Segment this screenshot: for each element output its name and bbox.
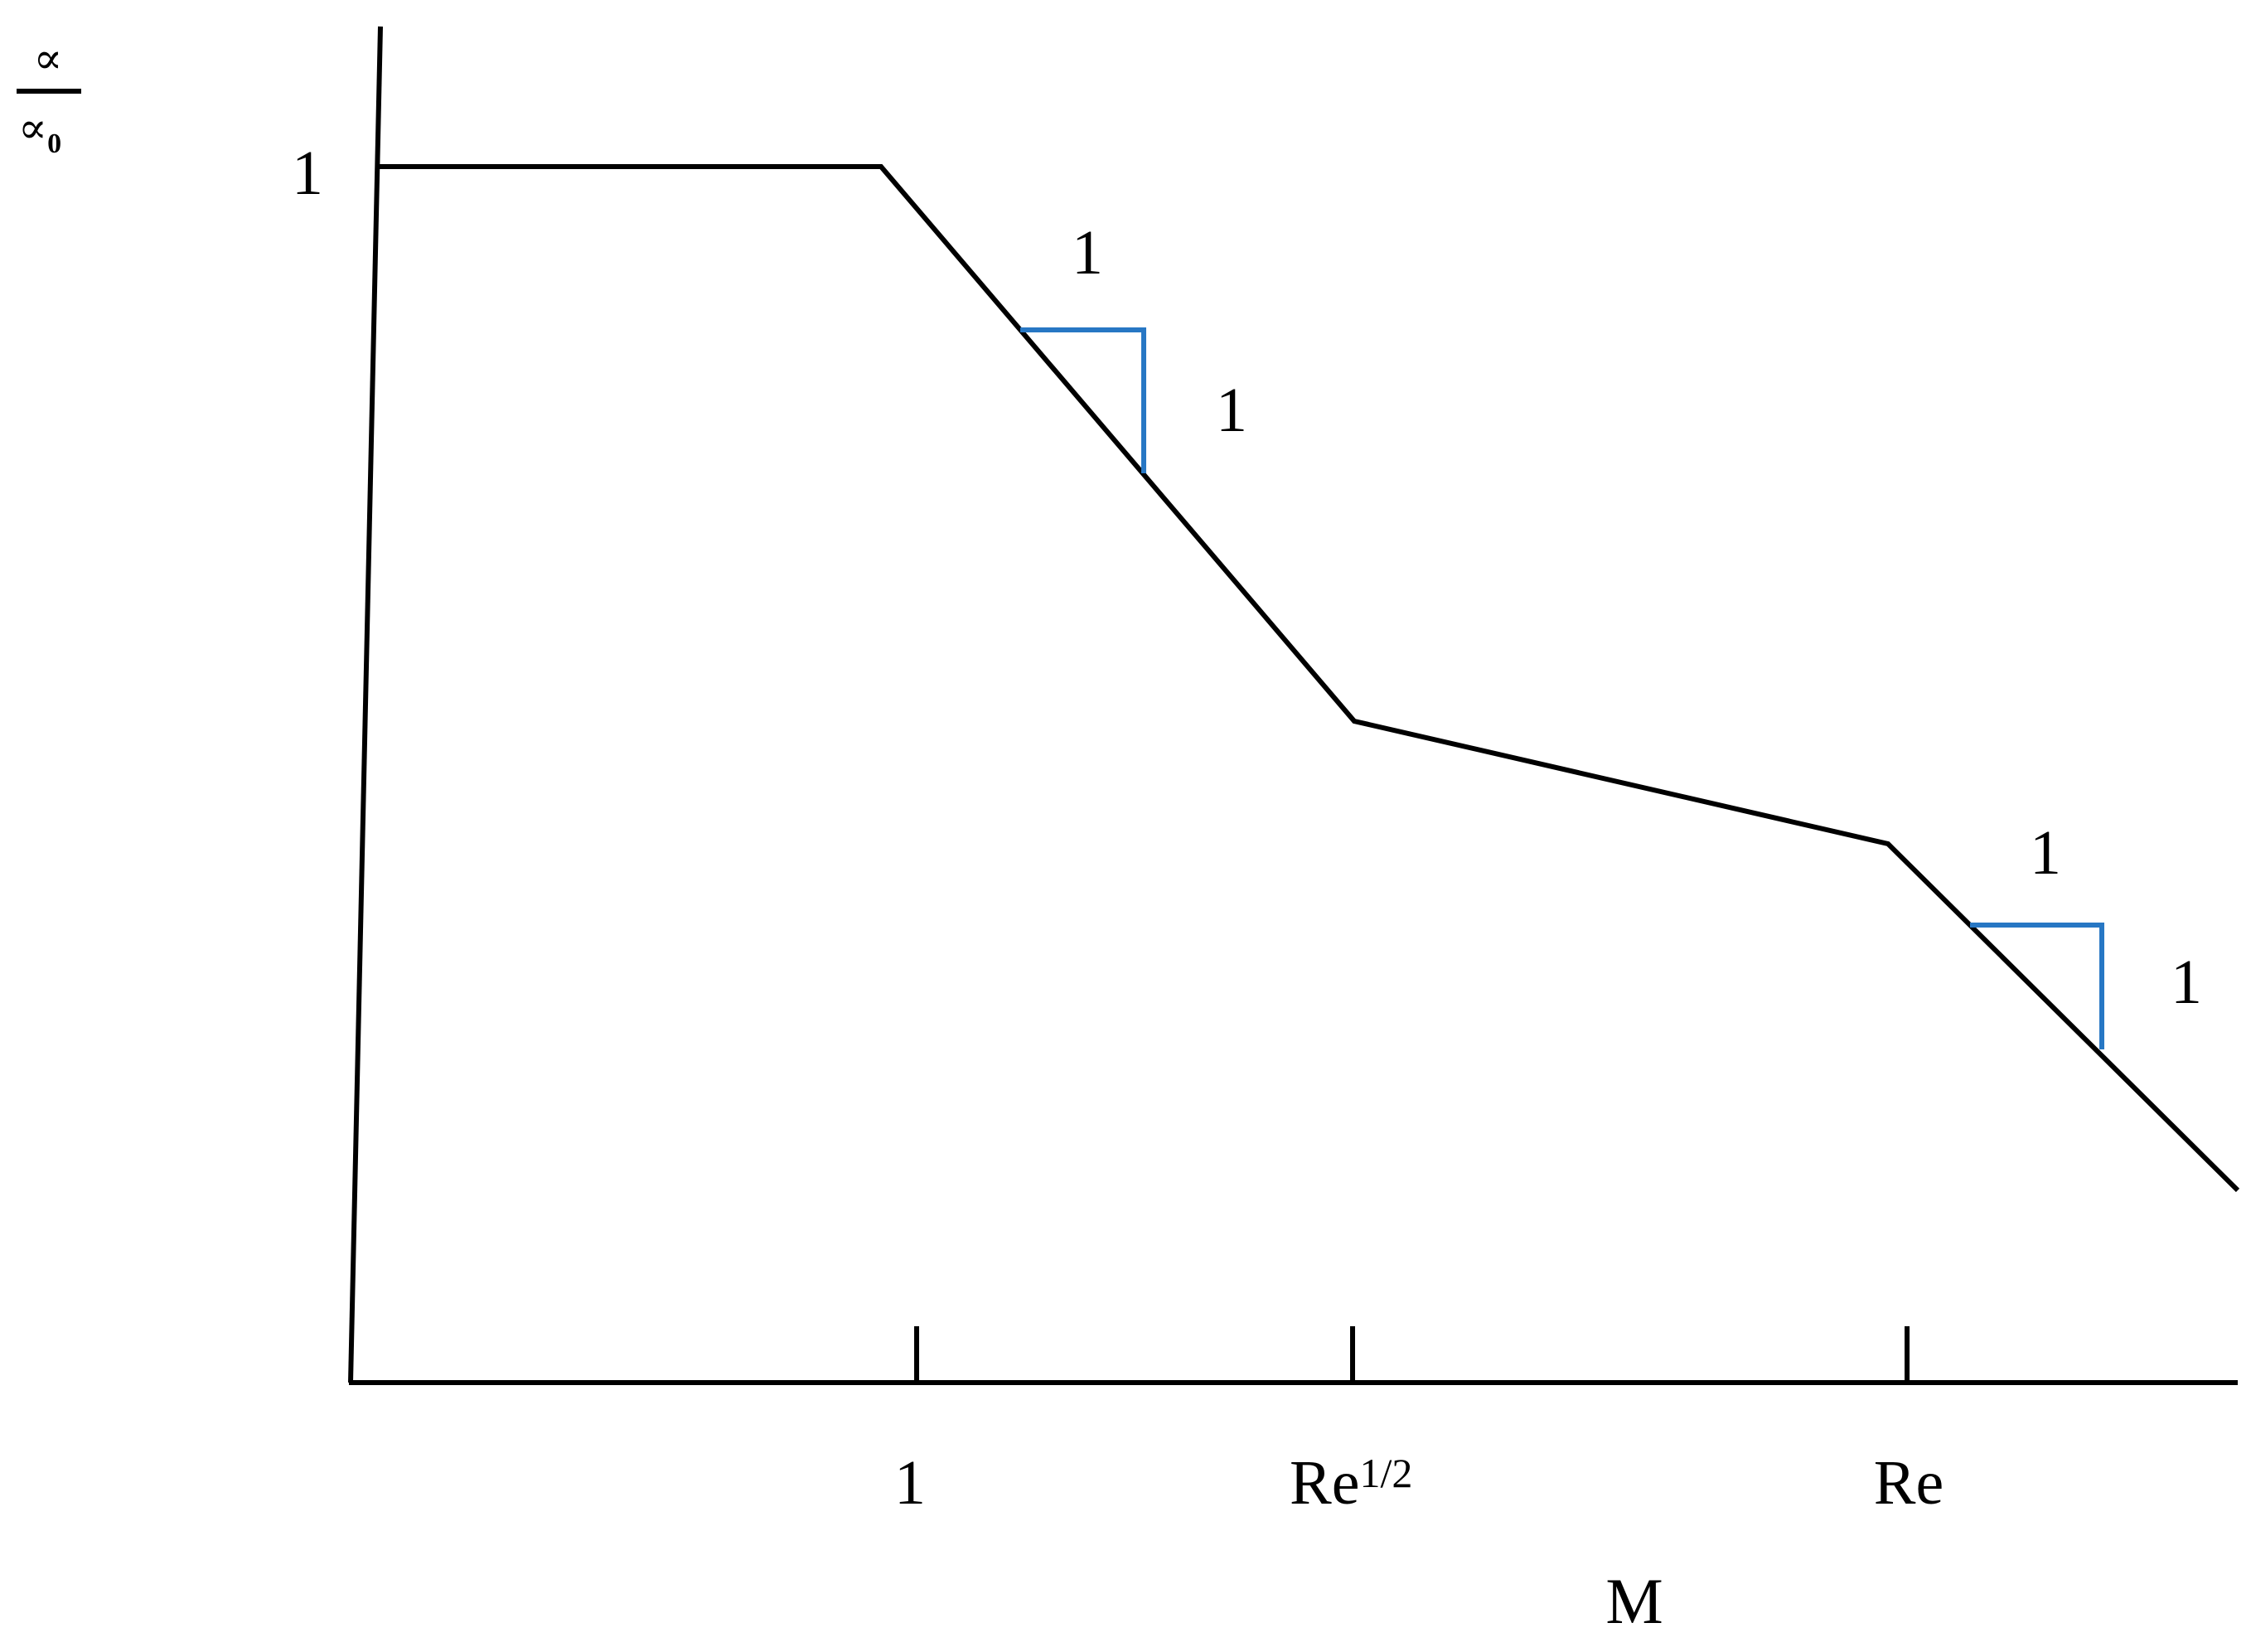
slope-triangle-2: 1 1 — [1970, 818, 2202, 1049]
x-tick-label-1: 1 — [894, 1448, 926, 1518]
y-axis-label: ∝ ∝0 — [17, 36, 81, 159]
slope-triangle-1-lines — [1020, 327, 1146, 473]
slope-triangle-1-run-label: 1 — [1072, 218, 1103, 288]
x-tick-label-re-half: Re1/2 — [1290, 1448, 1412, 1518]
x-axis-label: M — [1605, 1565, 1663, 1637]
slope-triangle-1: 1 1 — [1020, 218, 1247, 473]
slope-triangle-1-rise-label: 1 — [1216, 375, 1247, 445]
x-tick-label-re-half-exponent: 1/2 — [1359, 1450, 1412, 1496]
y-axis-label-denominator: ∝0 — [18, 105, 61, 159]
slope-triangle-2-run-label: 1 — [2030, 818, 2061, 888]
y-tick-label-1: 1 — [292, 138, 323, 208]
y-axis-line — [348, 26, 383, 1383]
slope-triangle-2-rise-label: 1 — [2171, 947, 2202, 1017]
x-tick-label-re: Re — [1874, 1448, 1944, 1518]
series-line — [379, 164, 2240, 1193]
slope-triangle-2-lines — [1970, 923, 2104, 1049]
y-axis-label-denominator-subscript: 0 — [47, 128, 61, 159]
y-axis-label-numerator: ∝ — [33, 36, 62, 83]
